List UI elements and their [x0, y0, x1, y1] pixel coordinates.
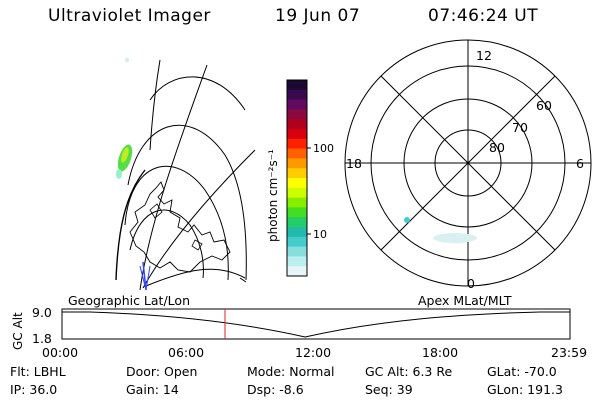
colorbar-unit-label: photon cm⁻²s⁻¹ [266, 149, 280, 242]
colorbar-segment [287, 236, 307, 248]
colorbar-segment [287, 89, 307, 101]
gain-status: Gain: 14 [126, 382, 179, 397]
colorbar-tick-100: 100 [313, 142, 334, 155]
mlat-label-60: 60 [536, 98, 552, 113]
filter-status: Flt: LBHL [10, 364, 66, 379]
glat-status: GLat: -70.0 [487, 364, 557, 379]
timeline-tick-0000: 00:00 [42, 345, 78, 360]
timeline-y-axis-label: GC Alt [11, 312, 25, 350]
mlt-label-6: 6 [576, 156, 584, 171]
aurora-emission-left [116, 58, 133, 179]
timeline-y-top: 9.0 [32, 305, 52, 320]
aurora-emission-right [404, 217, 477, 243]
colorbar [286, 79, 308, 277]
timeline-y-bottom: 1.8 [32, 331, 52, 346]
colorbar-segment [287, 217, 307, 228]
timeline-left-label: Geographic Lat/Lon [68, 293, 190, 308]
mlat-label-70: 70 [512, 120, 528, 135]
colorbar-segment [287, 119, 307, 130]
mlat-label-80: 80 [489, 140, 505, 155]
instrument-title: Ultraviolet Imager [48, 6, 211, 26]
colorbar-segment [287, 178, 307, 189]
orbit-timeline [61, 308, 571, 340]
colorbar-segment [287, 187, 307, 199]
colorbar-tick-10: 10 [313, 228, 327, 241]
timeline-right-label: Apex MLat/MLT [418, 293, 512, 308]
timeline-tick-2359: 23:59 [551, 345, 587, 360]
colorbar-segment [287, 158, 307, 169]
colorbar-segment [287, 138, 307, 150]
date-label: 19 Jun 07 [275, 6, 361, 26]
colorbar-segment [287, 109, 307, 120]
colorbar-segment [287, 266, 307, 277]
polar-mlat-mlt-plot [344, 39, 592, 287]
colorbar-segment [287, 99, 307, 110]
mlt-label-0: 0 [467, 276, 475, 291]
timeline-tick-1200: 12:00 [295, 345, 331, 360]
ip-status: IP: 36.0 [10, 382, 58, 397]
glon-status: GLon: 191.3 [487, 382, 563, 397]
colorbar-segment [287, 227, 307, 238]
colorbar-segment [287, 148, 307, 159]
colorbar-frame [286, 79, 308, 277]
colorbar-segment [287, 207, 307, 218]
colorbar-segment [287, 129, 307, 140]
seq-status: Seq: 39 [365, 382, 413, 397]
time-label: 07:46:24 UT [428, 6, 539, 26]
colorbar-segment [287, 197, 307, 208]
mlt-label-18: 18 [346, 156, 362, 171]
colorbar-segment [287, 80, 307, 91]
colorbar-segment [287, 256, 307, 267]
timeline-tick-1800: 18:00 [422, 345, 458, 360]
timeline-tick-0600: 06:00 [168, 345, 204, 360]
mode-status: Mode: Normal [247, 364, 335, 379]
geographic-map [115, 59, 256, 291]
door-status: Door: Open [126, 364, 198, 379]
dsp-status: Dsp: -8.6 [247, 382, 304, 397]
mlt-label-12: 12 [476, 48, 492, 63]
colorbar-segment [287, 246, 307, 257]
colorbar-segment [287, 168, 307, 179]
gc-alt-status: GC Alt: 6.3 Re [365, 364, 453, 379]
